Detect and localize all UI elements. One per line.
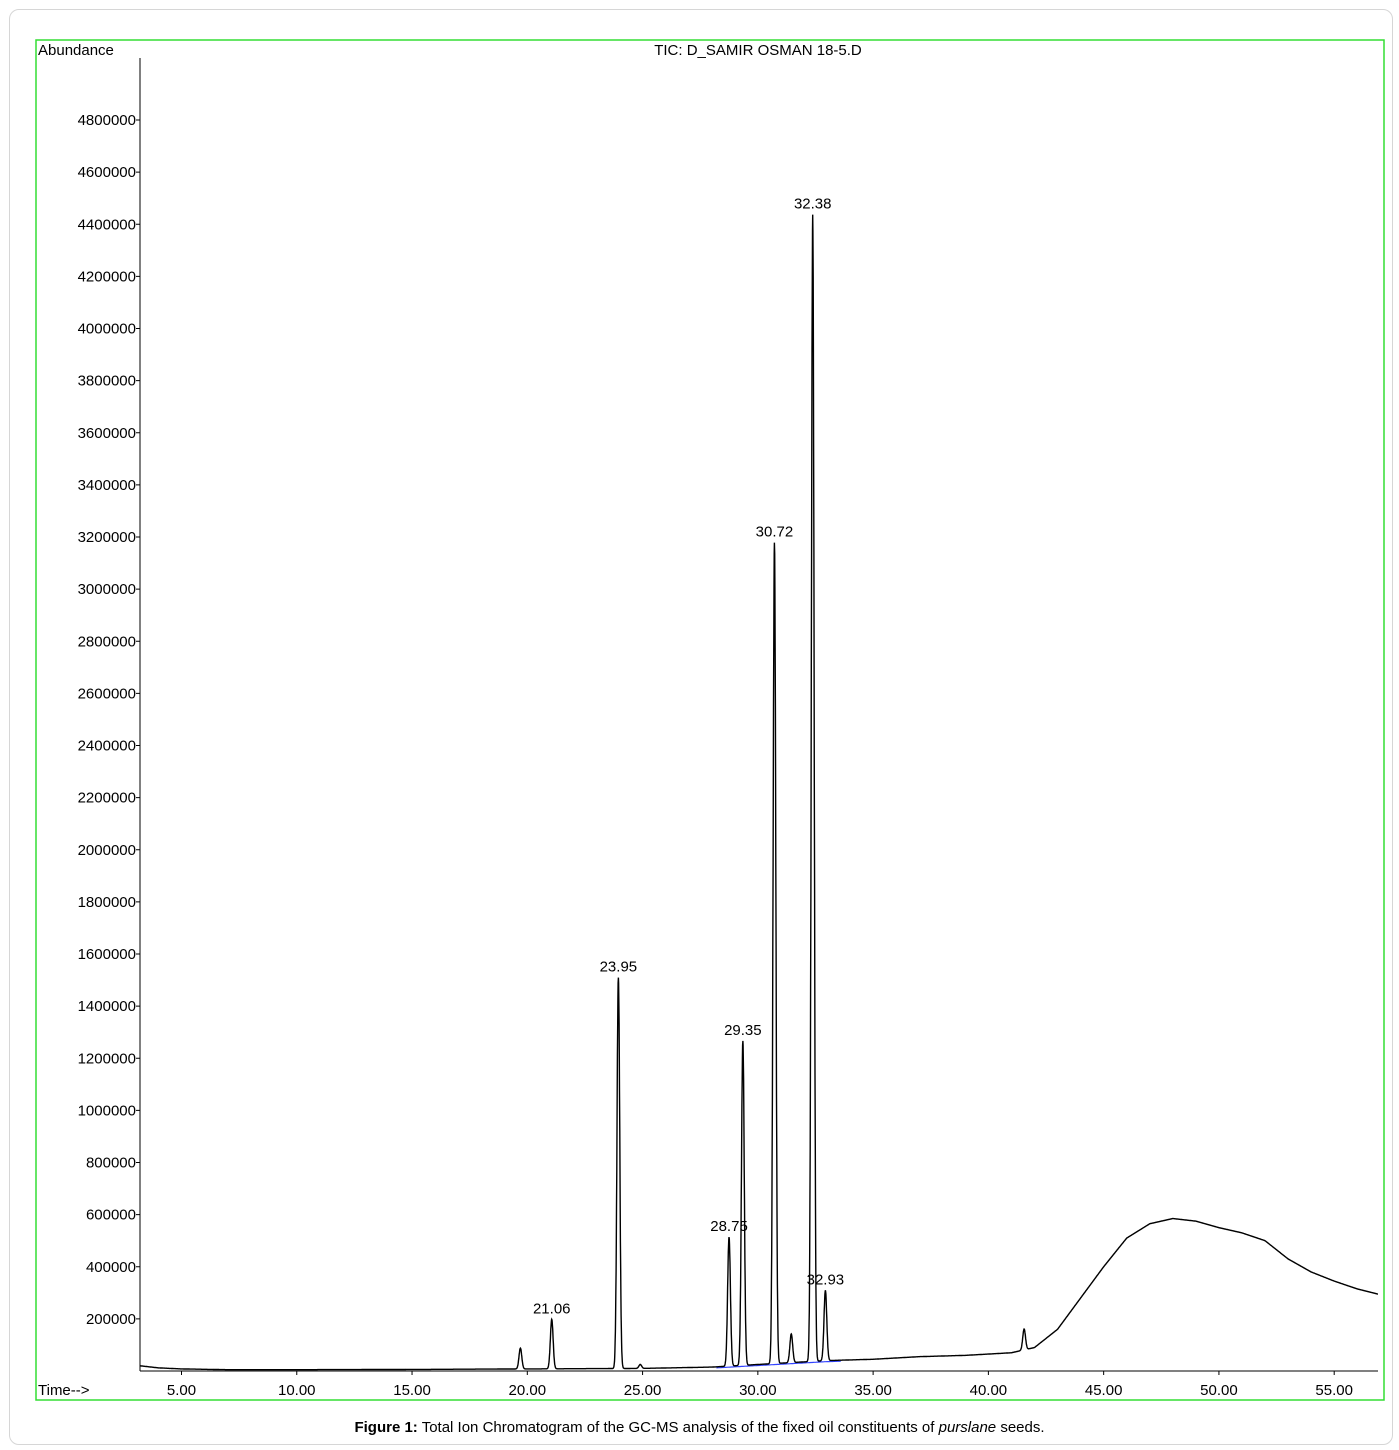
peak-label: 30.72 — [756, 524, 794, 541]
y-tick-label: 2400000 — [78, 738, 136, 755]
plot-frame — [35, 39, 1385, 1401]
peak-label: 32.38 — [794, 196, 832, 213]
x-tick-label: 45.00 — [1085, 1382, 1123, 1399]
caption-label: Figure 1: — [354, 1419, 418, 1436]
y-tick-label: 1400000 — [78, 998, 136, 1015]
x-tick-label: 40.00 — [970, 1382, 1008, 1399]
x-tick-label: 15.00 — [393, 1382, 431, 1399]
y-tick-label: 2600000 — [78, 685, 136, 702]
y-tick-label: 600000 — [86, 1207, 136, 1224]
peak-label: 32.93 — [807, 1271, 845, 1288]
x-axis-label: Time--> — [38, 1382, 90, 1399]
y-ticks: 200000 400000 600000 800000 1000000 1200000 14… — [78, 112, 140, 1328]
peak-label: 23.95 — [600, 959, 638, 976]
y-tick-label: 400000 — [86, 1259, 136, 1276]
x-tick-label: 10.00 — [278, 1382, 316, 1399]
y-tick-label: 4800000 — [78, 112, 136, 129]
y-axis-label: Abundance — [38, 42, 114, 59]
chart-title: TIC: D_SAMIR OSMAN 18-5.D — [654, 42, 862, 59]
x-tick-label: 20.00 — [509, 1382, 547, 1399]
y-tick-label: 1800000 — [78, 894, 136, 911]
y-tick-label: 2800000 — [78, 633, 136, 650]
y-tick-label: 1200000 — [78, 1050, 136, 1067]
y-tick-label: 2200000 — [78, 790, 136, 807]
integration-baseline — [716, 1360, 841, 1369]
y-tick-label: 3800000 — [78, 373, 136, 390]
caption-italic: purslane — [938, 1419, 997, 1436]
caption-text-end: seeds. — [996, 1419, 1045, 1436]
peak-label: 29.35 — [724, 1022, 762, 1039]
y-tick-label: 1600000 — [78, 946, 136, 963]
y-tick-label: 4400000 — [78, 216, 136, 233]
y-tick-label: 200000 — [86, 1311, 136, 1328]
tic-trace — [140, 214, 1379, 1371]
caption-text: Total Ion Chromatogram of the GC-MS anal… — [417, 1419, 939, 1436]
peak-labels: 21.06 23.95 28.75 29.35 30.72 32.38 32.93 — [533, 196, 844, 1318]
y-tick-label: 3200000 — [78, 529, 136, 546]
x-tick-label: 50.00 — [1200, 1382, 1238, 1399]
y-tick-label: 3000000 — [78, 581, 136, 598]
figure-caption: Figure 1: Total Ion Chromatogram of the … — [0, 1419, 1399, 1436]
y-tick-label: 800000 — [86, 1155, 136, 1172]
y-tick-label: 4200000 — [78, 268, 136, 285]
y-tick-label: 1000000 — [78, 1102, 136, 1119]
y-tick-label: 3600000 — [78, 425, 136, 442]
y-tick-label: 4000000 — [78, 321, 136, 338]
chromatogram-chart: Abundance TIC: D_SAMIR OSMAN 18-5.D Time… — [35, 39, 1385, 1401]
x-tick-label: 5.00 — [167, 1382, 196, 1399]
peak-label: 21.06 — [533, 1300, 571, 1317]
x-tick-label: 35.00 — [854, 1382, 892, 1399]
figure-frame — [9, 9, 1393, 1445]
x-tick-label: 25.00 — [624, 1382, 662, 1399]
peak-label: 28.75 — [710, 1218, 748, 1235]
x-ticks: 5.00 10.00 15.00 20.00 25.00 30.00 35.00 40.00 4… — [167, 1371, 1353, 1399]
x-tick-label: 30.00 — [739, 1382, 777, 1399]
x-tick-label: 55.00 — [1315, 1382, 1353, 1399]
y-tick-label: 4600000 — [78, 164, 136, 181]
y-tick-label: 2000000 — [78, 842, 136, 859]
y-tick-label: 3400000 — [78, 477, 136, 494]
